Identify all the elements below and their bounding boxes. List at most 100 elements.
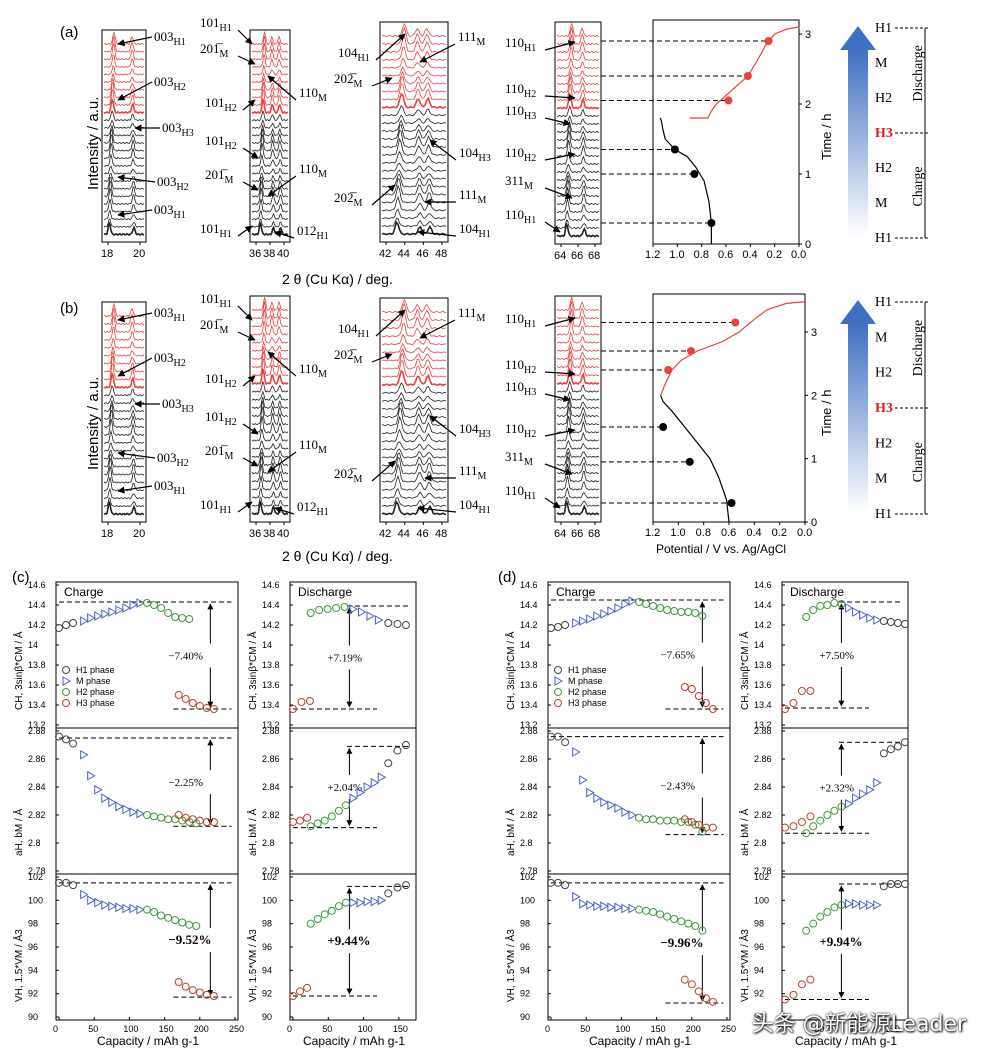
peak-label-b2: 201̅M — [205, 443, 234, 462]
data-point-M-phase — [94, 611, 103, 621]
data-point-H1-phase — [554, 878, 563, 887]
legend-label: H1 phase — [76, 665, 115, 675]
xrd-tick-label: 42 — [379, 248, 391, 260]
data-point-M-phase — [593, 901, 602, 912]
phase-label: H1 — [875, 295, 892, 310]
data-point-M-phase — [593, 611, 602, 621]
data-point-H3-phase — [781, 823, 789, 832]
data-point-H3-phase — [174, 811, 183, 819]
y-tick-label: 2.86 — [520, 754, 538, 764]
y-tick-label: 100 — [28, 895, 43, 905]
xrd-pattern-line — [251, 321, 289, 336]
xrd-pattern-line — [381, 475, 447, 491]
data-point-H2-phase — [150, 812, 159, 821]
peak-label-b2: 101H2 — [205, 371, 237, 390]
xrd-pattern-line — [251, 30, 289, 46]
xrd-pattern-line — [556, 198, 600, 214]
xrd-pattern-line — [381, 66, 447, 77]
x-tick-label: 0 — [779, 1024, 784, 1034]
y-tick-label: 98 — [520, 919, 530, 929]
y-tick-label: 98 — [754, 919, 764, 929]
lattice-panels: 13.2 13.4 13.6 13.8 14 14.2 14.4 14.6 CH, 3sinβ*… — [12, 580, 909, 1048]
xrd-pattern-line — [381, 137, 447, 156]
data-point-M-phase — [80, 889, 89, 900]
annotation-arrow — [242, 423, 259, 435]
data-point-H2-phase — [830, 806, 839, 815]
data-point-H3-phase — [789, 990, 798, 999]
y-tick-label: 102 — [262, 872, 277, 882]
xrd-pattern-line — [103, 442, 145, 452]
xrd-pattern-line — [556, 340, 600, 352]
xrd-tick-label: 46 — [416, 248, 428, 260]
column-heading: Discharge — [790, 585, 844, 599]
data-point-H3-phase — [797, 980, 806, 989]
phase-label: H1 — [875, 21, 892, 36]
peak-label-b2: 110M — [299, 437, 327, 456]
annotation-arrow — [375, 309, 406, 337]
data-point-H2-phase — [816, 602, 825, 610]
data-point-H1-phase — [554, 732, 563, 741]
xrd-pattern-line — [103, 128, 144, 145]
xrd-pattern-line — [103, 124, 145, 137]
xrd-pattern-line — [103, 362, 145, 381]
xrd-pattern-line — [381, 369, 447, 387]
y-tick-label: 94 — [262, 965, 272, 975]
data-point-M-phase — [579, 616, 588, 626]
y-tick-label: 96 — [754, 942, 764, 952]
time-label-b: Time / h — [819, 390, 834, 436]
data-point-M-phase — [356, 787, 366, 798]
data-point-M-phase — [366, 611, 375, 621]
annotation-arrow — [371, 184, 396, 206]
data-point-M-phase — [87, 770, 96, 781]
data-point-M-phase — [845, 798, 854, 809]
annotation-arrow — [544, 427, 576, 437]
xrd-pattern-line — [251, 176, 289, 190]
data-point-M-phase — [852, 898, 861, 909]
data-point-M-phase — [356, 897, 366, 908]
data-point-M-phase — [873, 900, 882, 910]
annotation-arrow — [242, 147, 259, 159]
data-point-H2-phase — [164, 609, 173, 617]
gradient-arrow-head — [840, 26, 876, 50]
y-tick-label: 2.8 — [262, 838, 275, 848]
x-tick-label: 0 — [287, 1024, 292, 1034]
legend-marker — [62, 688, 70, 696]
column-heading: Charge — [556, 585, 596, 599]
xrd-pattern-line — [251, 43, 289, 61]
legend-marker — [554, 688, 562, 696]
xrd-pattern-line — [103, 176, 145, 190]
data-point-H3-phase — [296, 987, 305, 996]
xrd-pattern-line — [251, 390, 289, 401]
y-tick-label: 13.2 — [28, 720, 46, 730]
xrd-pattern-line — [103, 394, 145, 405]
panel-label-a: (a) — [60, 24, 78, 41]
data-point-H2-phase — [642, 906, 651, 915]
data-point-H2-phase — [334, 902, 343, 911]
peak-label-a1: 003H2 — [157, 174, 189, 193]
xrd-pattern-line — [556, 496, 600, 507]
data-point-H2-phase — [837, 802, 846, 811]
xrd-frame — [554, 21, 602, 245]
y-tick-label: 94 — [28, 965, 38, 975]
data-point-H1-phase — [879, 749, 888, 758]
data-point-H2-phase — [143, 599, 151, 607]
data-point-M-phase — [115, 801, 124, 812]
scatter-panel-c-discharge-C: 13.2 13.4 13.6 13.8 14 14.2 14.4 14.6 CH, 3sinβ*… — [246, 580, 417, 730]
xrd-pattern-line — [103, 337, 145, 349]
data-point-H2-phase — [306, 822, 315, 831]
xrd-panel-b-003: 18 20 — [101, 301, 147, 540]
peak-label-b1: 003H2 — [157, 450, 189, 469]
xrd-pattern-line — [556, 22, 600, 38]
data-point-H2-phase — [185, 615, 194, 623]
xrd-pattern-line — [556, 455, 600, 475]
xrd-pattern-line — [251, 97, 289, 115]
time-tick-label: 0 — [805, 239, 811, 251]
data-point-H1-phase — [393, 620, 402, 628]
data-point-M-phase — [108, 607, 117, 617]
data-point-H3-phase — [209, 818, 218, 826]
data-point-H2-phase — [649, 602, 658, 610]
scatter-panel-c-charge-C: 13.2 13.4 13.6 13.8 14 14.2 14.4 14.6 CH, 3sinβ*… — [12, 580, 239, 730]
xrd-pattern-line — [381, 22, 447, 38]
data-point-H2-phase — [691, 922, 700, 930]
voltage-marker — [659, 423, 668, 431]
